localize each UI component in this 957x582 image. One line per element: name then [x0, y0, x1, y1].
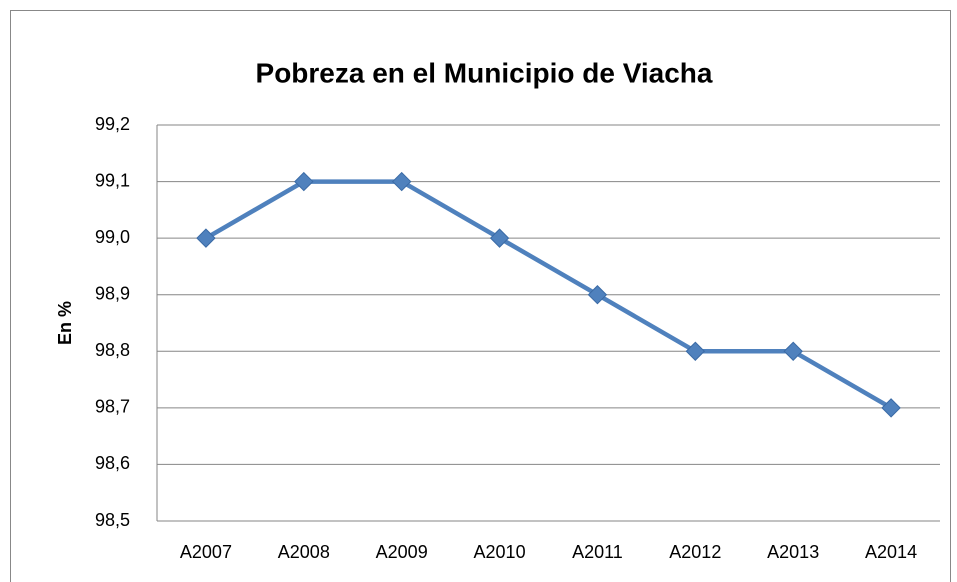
y-tick-label: 98,8	[95, 340, 130, 360]
y-tick-label: 99,0	[95, 227, 130, 247]
chart-title: Pobreza en el Municipio de Viacha	[256, 57, 713, 88]
y-tick-label: 98,6	[95, 453, 130, 473]
point-marker	[294, 171, 314, 192]
y-tick-label: 99,2	[95, 114, 130, 134]
point-marker	[489, 228, 510, 248]
chart-border	[10, 10, 951, 582]
x-tick-label: A2012	[669, 542, 721, 562]
x-tick-label: A2014	[865, 542, 917, 562]
y-tick-label: 98,5	[95, 510, 130, 530]
x-tick-label: A2009	[376, 542, 428, 562]
x-tick-label: A2013	[767, 542, 819, 562]
point-marker	[783, 341, 803, 361]
point-marker	[196, 228, 216, 248]
point-marker	[587, 285, 608, 305]
x-tick-label: A2007	[180, 542, 232, 562]
x-tick-label: A2011	[572, 542, 623, 562]
y-tick-label: 99,1	[95, 170, 130, 190]
y-tick-label: 98,9	[95, 283, 130, 303]
point-marker	[391, 171, 412, 192]
point-marker	[881, 398, 901, 418]
x-tick-label: A2010	[474, 542, 526, 562]
y-tick-label: 98,7	[95, 397, 130, 417]
y-axis-label: En %	[55, 301, 75, 345]
series-line	[204, 179, 893, 410]
x-tick-label: A2008	[278, 542, 330, 562]
point-marker	[685, 341, 706, 361]
